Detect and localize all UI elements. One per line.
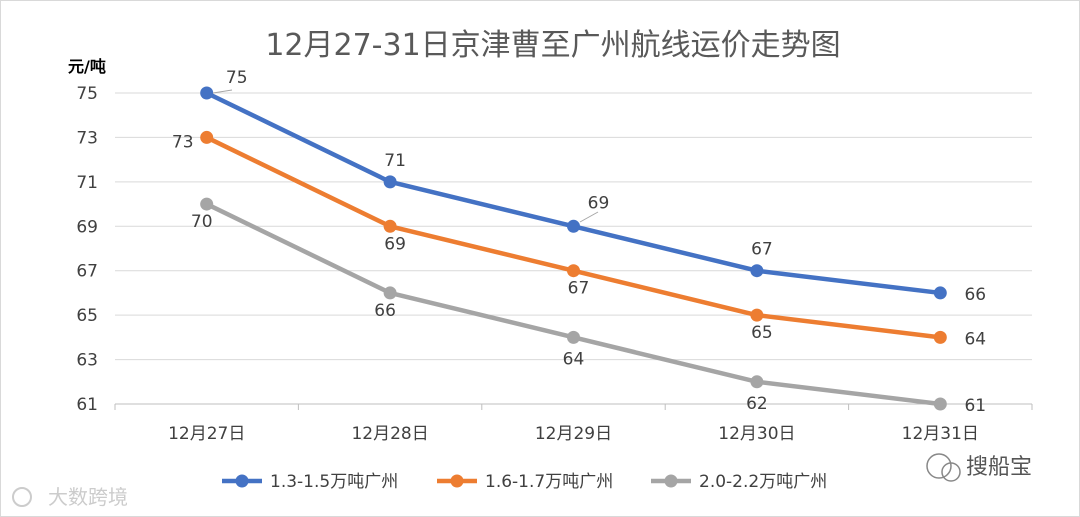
data-label: 69 <box>384 234 406 254</box>
label-leader-line <box>212 89 233 94</box>
y-tick-label: 75 <box>76 84 98 104</box>
y-axis-unit-label: 元/吨 <box>68 57 106 76</box>
data-label: 62 <box>746 394 768 414</box>
y-tick-label: 71 <box>76 173 98 193</box>
data-point <box>750 375 764 389</box>
x-tick-label: 12月29日 <box>535 424 612 444</box>
data-label: 75 <box>226 68 248 88</box>
data-point <box>567 330 580 344</box>
data-label: 69 <box>588 193 610 213</box>
data-point <box>383 286 397 300</box>
x-tick-label: 12月27日 <box>168 424 245 444</box>
data-label: 73 <box>172 132 194 152</box>
data-point <box>200 86 214 100</box>
data-point <box>750 308 764 322</box>
watermark-right-text: 搜船宝 <box>966 455 1032 480</box>
data-label: 66 <box>964 285 986 305</box>
legend-item: 1.6-1.7万吨广州 <box>437 472 613 492</box>
x-tick-label: 12月28日 <box>351 424 428 444</box>
data-label: 64 <box>563 349 585 369</box>
data-label: 65 <box>751 323 773 343</box>
data-label: 70 <box>191 212 213 232</box>
data-point <box>933 330 947 344</box>
data-point <box>567 219 580 233</box>
y-tick-label: 73 <box>76 128 98 148</box>
legend-swatch-marker <box>450 474 464 488</box>
x-axis-ticks: 12月27日 12月28日 12月29日 12月30日 12月31日 <box>114 404 1033 444</box>
chart-title: 12月27-31日京津曹至广州航线运价走势图 <box>265 28 840 63</box>
legend-label: 2.0-2.2万吨广州 <box>699 472 827 492</box>
y-tick-label: 63 <box>76 351 98 371</box>
legend-label: 1.3-1.5万吨广州 <box>270 472 398 492</box>
y-tick-label: 61 <box>76 395 98 415</box>
data-label: 67 <box>751 240 773 260</box>
data-point <box>933 286 947 300</box>
data-label: 67 <box>568 279 590 299</box>
y-tick-label: 69 <box>76 217 98 237</box>
legend-item: 2.0-2.2万吨广州 <box>651 472 827 492</box>
data-point <box>383 175 397 189</box>
legend-swatch-marker <box>235 474 249 488</box>
watermark-right: 搜船宝 <box>926 453 1032 482</box>
data-point <box>200 197 214 211</box>
legend-swatch-marker <box>664 474 678 488</box>
data-point <box>933 397 947 411</box>
data-label: 71 <box>384 151 406 171</box>
data-label: 61 <box>964 396 986 416</box>
weibo-icon <box>12 487 32 507</box>
legend-item: 1.3-1.5万吨广州 <box>222 472 398 492</box>
y-tick-label: 67 <box>76 262 98 282</box>
data-point <box>567 264 580 278</box>
label-leader-line <box>579 211 599 223</box>
data-label: 66 <box>374 301 396 321</box>
data-labels: 75 71 69 67 66 73 69 67 65 64 70 66 64 62 61 <box>172 68 986 416</box>
watermark-left: 大数跨境 <box>12 485 128 509</box>
data-label: 64 <box>964 329 986 349</box>
wechat-icon <box>926 453 952 479</box>
data-point <box>383 219 397 233</box>
y-axis-ticks: 61 63 65 67 69 71 73 75 <box>76 84 98 415</box>
data-point <box>750 264 764 278</box>
data-point <box>200 130 214 144</box>
y-tick-label: 65 <box>76 306 98 326</box>
series-line <box>204 201 943 407</box>
legend: 1.3-1.5万吨广州 1.6-1.7万吨广州 2.0-2.2万吨广州 <box>222 472 827 492</box>
wechat-icon-inner <box>941 462 961 482</box>
legend-label: 1.6-1.7万吨广州 <box>485 472 613 492</box>
x-tick-label: 12月30日 <box>718 424 795 444</box>
watermark-left-text: 大数跨境 <box>48 485 128 509</box>
series-group <box>200 86 947 411</box>
series-line <box>204 135 943 340</box>
x-tick-label: 12月31日 <box>902 424 979 444</box>
